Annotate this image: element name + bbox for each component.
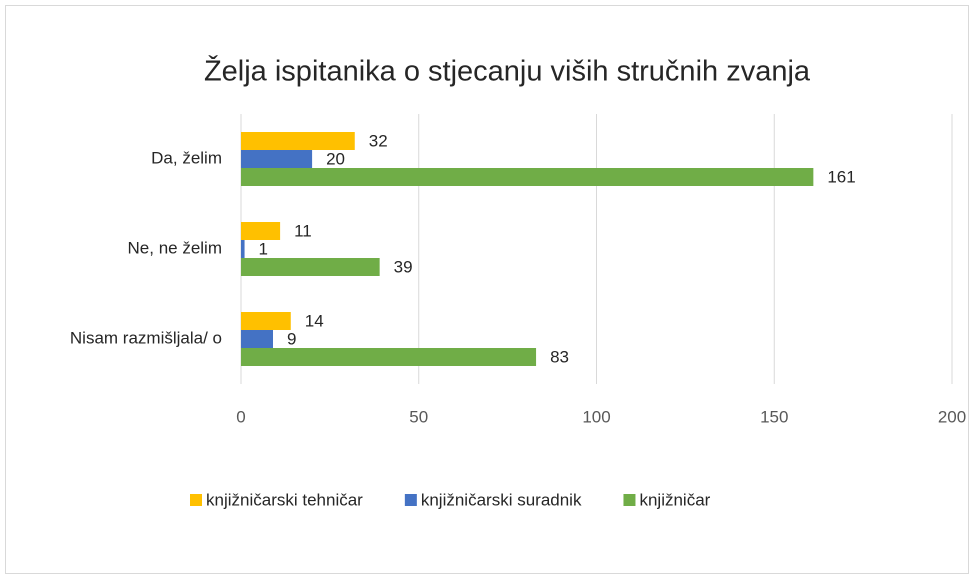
data-label: 9	[287, 329, 296, 348]
bar	[241, 168, 814, 186]
bar	[241, 312, 291, 330]
legend-swatch	[623, 494, 636, 506]
legend-swatch	[190, 494, 202, 506]
bar	[241, 132, 355, 150]
x-tick-label: 50	[409, 407, 428, 426]
x-tick-label: 100	[582, 407, 610, 426]
bar	[241, 348, 537, 366]
chart-frame	[5, 5, 969, 574]
legend-label: knjižničar	[639, 490, 710, 509]
legend-swatch	[404, 494, 417, 506]
data-label: 14	[305, 311, 324, 330]
data-label: 83	[550, 347, 569, 366]
y-tick-label: Ne, ne želim	[128, 238, 222, 257]
data-label: 1	[259, 239, 268, 258]
x-tick-label: 0	[236, 407, 245, 426]
data-label: 20	[326, 149, 345, 168]
x-tick-label: 150	[760, 407, 788, 426]
data-label: 39	[394, 257, 413, 276]
data-label: 11	[294, 221, 312, 240]
data-label: 32	[369, 131, 388, 150]
x-tick-label: 200	[938, 407, 966, 426]
y-tick-label: Da, želim	[151, 148, 222, 167]
bar	[241, 330, 273, 348]
chart-title: Želja ispitanika o stjecanju viših struč…	[204, 55, 811, 88]
data-label: 161	[827, 167, 855, 186]
legend-label: knjižničarski suradnik	[421, 490, 582, 509]
bar	[241, 222, 281, 240]
bar	[241, 240, 245, 258]
bar	[241, 258, 380, 276]
legend-label: knjižničarski tehničar	[206, 490, 363, 509]
bar	[241, 150, 313, 168]
y-tick-label: Nisam razmišljala/ o	[70, 328, 222, 347]
